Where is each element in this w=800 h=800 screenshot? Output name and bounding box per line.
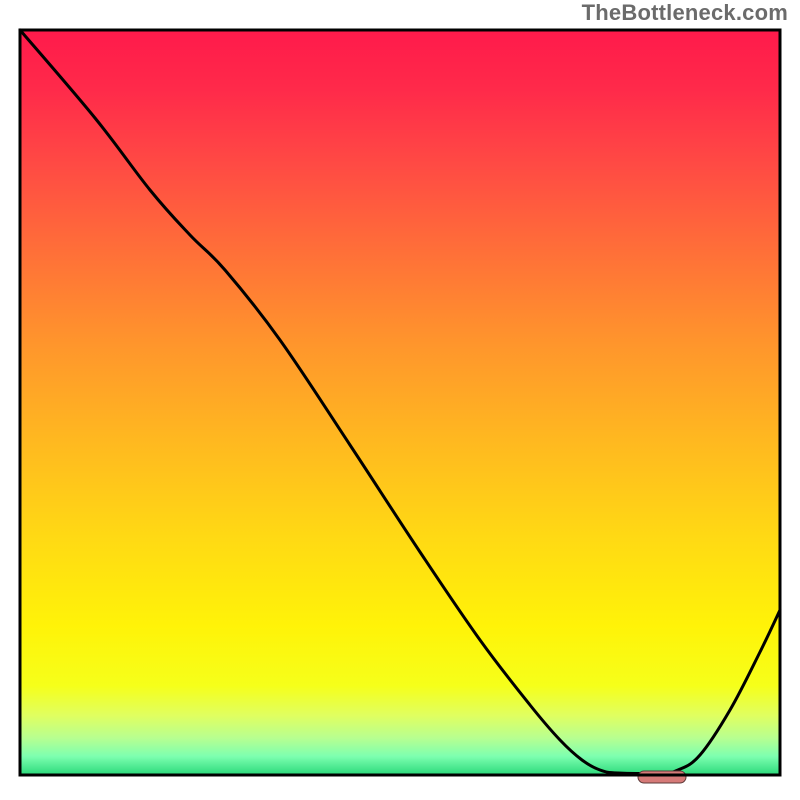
chart-container: { "watermark": "TheBottleneck.com", "cha…	[0, 0, 800, 800]
watermark-text: TheBottleneck.com	[582, 0, 788, 26]
bottleneck-chart	[0, 0, 800, 800]
